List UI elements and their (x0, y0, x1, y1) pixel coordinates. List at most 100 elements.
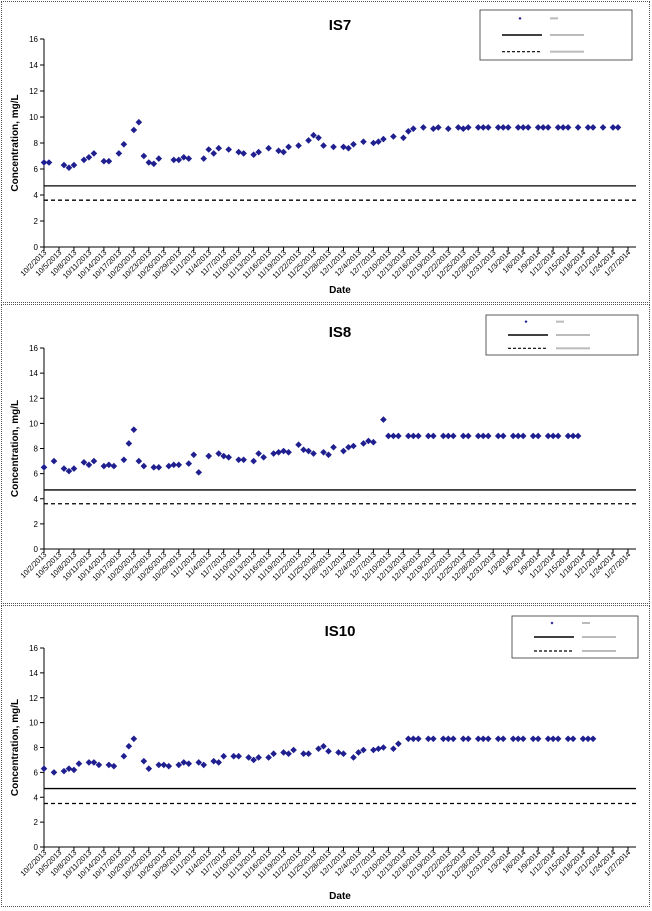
data-point (225, 146, 232, 153)
data-point (145, 765, 153, 772)
y-tick-label: 4 (34, 495, 39, 504)
data-point (370, 438, 377, 446)
data-point (315, 134, 322, 142)
data-point (445, 125, 452, 132)
data-point (195, 759, 203, 766)
data-point (370, 746, 377, 754)
data-point (200, 761, 208, 769)
data-point (270, 450, 277, 457)
legend-label-illegible (556, 320, 564, 323)
data-point (449, 432, 457, 440)
data-point (240, 456, 247, 464)
y-tick-label: 4 (34, 191, 39, 200)
data-point (125, 742, 133, 750)
data-point (360, 440, 367, 447)
chart-panel-is10: IS10 0 2 4 6 8 10 12 14 16 Concentration, mg/L 10/2… (1, 605, 650, 907)
data-point (140, 462, 148, 470)
data-point (365, 437, 372, 445)
data-point (235, 752, 242, 760)
data-point (459, 432, 467, 440)
data-point (240, 150, 247, 157)
legend-box (511, 615, 639, 659)
data-point (215, 450, 223, 457)
data-point (554, 735, 562, 743)
data-point (360, 746, 367, 754)
data-point (325, 451, 332, 459)
data-point (549, 735, 557, 743)
y-tick-label: 10 (29, 719, 38, 728)
data-point (300, 446, 307, 454)
data-point (85, 759, 93, 766)
data-point (529, 735, 537, 743)
data-point (519, 432, 527, 440)
data-point (60, 767, 68, 775)
data-point (589, 124, 597, 131)
data-point (564, 735, 572, 743)
data-point (584, 735, 592, 743)
y-tick-label: 8 (34, 744, 39, 753)
data-point (375, 745, 382, 753)
data-point (80, 156, 88, 164)
data-point (265, 144, 272, 152)
data-point (140, 757, 148, 765)
data-point (115, 150, 123, 157)
data-point (435, 124, 442, 131)
data-point (90, 150, 98, 157)
data-point (574, 432, 582, 440)
data-point (454, 124, 462, 131)
data-point (295, 142, 302, 149)
y-tick-label: 12 (29, 394, 38, 403)
legend-label-illegible (582, 622, 590, 624)
data-point (80, 459, 88, 466)
data-point (60, 161, 68, 169)
data-point (514, 735, 522, 743)
data-point (120, 752, 128, 760)
legend-label-illegible (556, 347, 590, 350)
data-point (380, 744, 387, 751)
data-point (340, 447, 347, 455)
y-tick-label: 14 (29, 61, 38, 70)
data-point (205, 452, 213, 460)
data-point (215, 144, 223, 152)
data-point (464, 124, 472, 131)
y-tick-label: 16 (29, 35, 38, 44)
data-point (135, 118, 143, 126)
data-point (345, 144, 352, 152)
data-point (484, 124, 492, 131)
y-tick-label: 8 (34, 445, 39, 454)
data-point (305, 447, 312, 455)
data-point (579, 735, 587, 743)
data-point (60, 465, 68, 472)
data-point (350, 754, 357, 761)
data-point (345, 443, 352, 451)
data-point (390, 745, 397, 753)
data-point (85, 461, 93, 469)
y-axis-label: Concentration, mg/L (10, 400, 21, 497)
data-point (445, 432, 452, 440)
data-point (255, 450, 262, 457)
data-point (100, 157, 108, 165)
data-point (509, 432, 517, 440)
data-point (420, 124, 427, 131)
data-point (305, 137, 312, 144)
legend-marker-symbol (524, 320, 528, 324)
data-point (534, 735, 542, 743)
data-point (524, 124, 532, 131)
data-point (90, 457, 98, 465)
data-point (120, 456, 128, 464)
data-point (285, 143, 292, 151)
data-point (564, 432, 572, 440)
data-point (350, 442, 357, 450)
legend-label-illegible (582, 636, 616, 638)
data-point (90, 759, 98, 766)
data-point (285, 448, 292, 456)
data-point (519, 735, 527, 743)
legend-label-illegible (582, 650, 616, 652)
data-point (275, 448, 282, 456)
data-point (564, 124, 572, 131)
y-tick-label: 16 (29, 644, 38, 653)
data-point (519, 124, 527, 131)
data-point (210, 150, 218, 157)
data-point (75, 760, 83, 767)
